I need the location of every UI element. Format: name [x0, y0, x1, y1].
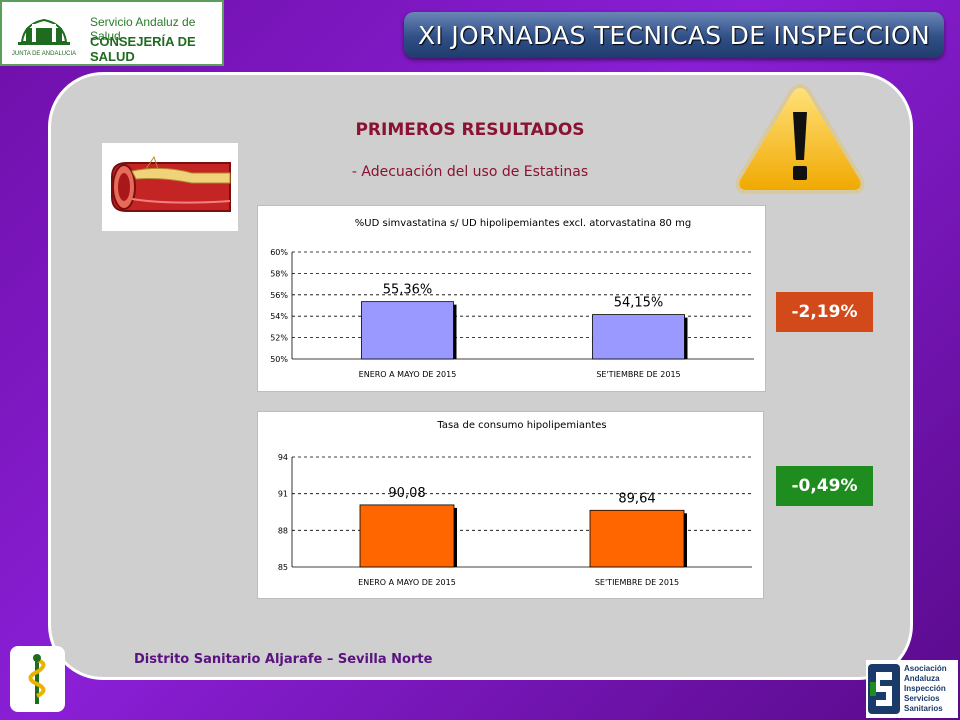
data-label: 54,15%: [614, 296, 664, 311]
bar: [589, 509, 685, 568]
chart-simvastatin: %UD simvastatina s/ UD hipolipemiantes e…: [257, 205, 766, 392]
aiss-emblem-icon: [868, 664, 900, 714]
chart-title: %UD simvastatina s/ UD hipolipemiantes e…: [355, 218, 691, 229]
y-tick-label: 50%: [270, 355, 288, 364]
sas-logo: JUNTA DE ANDALUCIA Servicio Andaluz de S…: [0, 0, 224, 66]
chart-hipolipemiantes-plot: Tasa de consumo hipolipemiantes 85 88 91 94 9…: [278, 420, 752, 587]
y-tick-label: 94: [278, 453, 288, 462]
district-label: Distrito Sanitario Aljarafe – Sevilla No…: [134, 652, 433, 667]
x-tick-label: ENERO A MAYO DE 2015: [359, 370, 457, 379]
page-title: PRIMEROS RESULTADOS: [355, 120, 585, 140]
y-tick-label: 88: [278, 526, 288, 535]
emblem-caption: JUNTA DE ANDALUCIA: [12, 51, 76, 57]
junta-andalucia-emblem-icon: JUNTA DE ANDALUCIA: [8, 8, 80, 60]
y-tick-label: 58%: [270, 269, 288, 278]
aiss-line: Asociación: [904, 664, 947, 673]
page-subtitle: - Adecuación del uso de Estatinas: [351, 164, 589, 180]
aiss-name: Asociación Andaluza Inspección Servicios…: [904, 664, 947, 714]
chart-hipolipemiantes: Tasa de consumo hipolipemiantes 85 88 91 94 9…: [257, 411, 764, 599]
aiss-logo: Asociación Andaluza Inspección Servicios…: [866, 660, 958, 718]
artery-plaque-icon: [111, 155, 231, 212]
aiss-line: Sanitarios: [904, 704, 943, 713]
aiss-line: Andaluza: [904, 674, 940, 683]
warning-icon: [735, 83, 865, 194]
aiss-line: Inspección: [904, 684, 946, 693]
y-tick-label: 60%: [270, 248, 288, 257]
bar: [592, 314, 685, 360]
x-tick-label: SE'TIEMBRE DE 2015: [596, 370, 680, 379]
aiss-line: Servicios: [904, 694, 940, 703]
x-tick-label: SE'TIEMBRE DE 2015: [595, 578, 679, 587]
x-tick-label: ENERO A MAYO DE 2015: [358, 578, 456, 587]
y-tick-label: 56%: [270, 291, 288, 300]
data-label: 90,08: [388, 486, 425, 501]
banner-title: XI JORNADAS TECNICAS DE INSPECCION: [404, 12, 944, 58]
bar: [361, 301, 454, 360]
bar: [359, 504, 455, 568]
caduceus-icon: [28, 654, 46, 704]
data-label: 89,64: [618, 491, 655, 506]
medical-caduceus-logo: [10, 646, 65, 712]
y-tick-label: 52%: [270, 334, 288, 343]
logo-title: Servicio Andaluz de Salud: [90, 15, 196, 43]
y-tick-label: 85: [278, 563, 288, 572]
change-badge-hipolipemiantes: -0,49%: [776, 466, 873, 506]
y-tick-label: 91: [278, 490, 288, 499]
chart-title: Tasa de consumo hipolipemiantes: [436, 420, 606, 431]
artery-illustration: [102, 143, 238, 231]
change-badge-simvastatin: -2,19%: [776, 292, 873, 332]
logo-subtitle: CONSEJERÍA DE SALUD: [90, 34, 196, 64]
data-label: 55,36%: [383, 283, 433, 298]
chart-simvastatin-plot: %UD simvastatina s/ UD hipolipemiantes e…: [270, 218, 754, 379]
y-tick-label: 54%: [270, 312, 288, 321]
